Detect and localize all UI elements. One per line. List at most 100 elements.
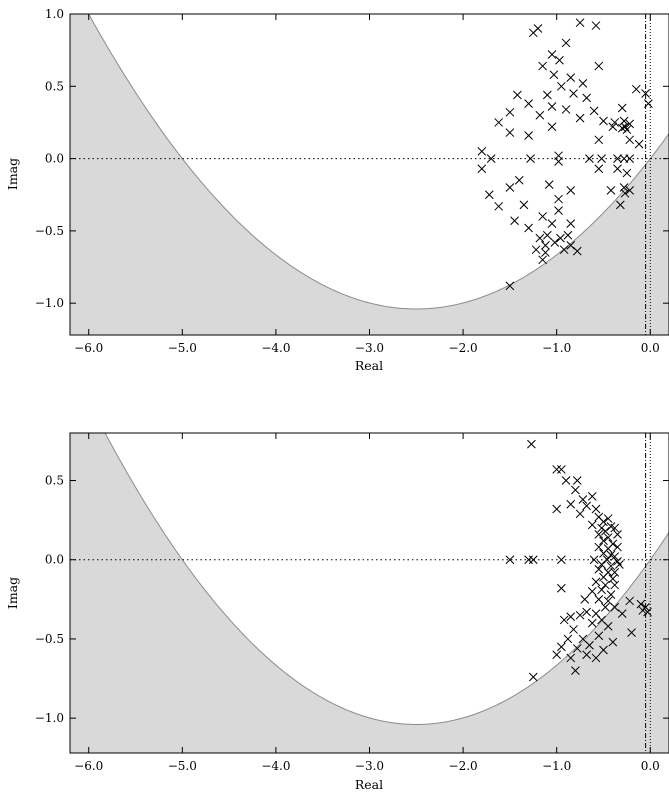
bottom-point-marker bbox=[587, 587, 597, 596]
bottom-point-marker bbox=[587, 618, 597, 628]
top-x-tick-label: −5.0 bbox=[168, 341, 197, 355]
top-point-marker bbox=[505, 281, 515, 291]
bottom-point-marker bbox=[589, 555, 599, 565]
bottom-point-marker bbox=[610, 568, 620, 577]
top-point-marker bbox=[526, 154, 535, 163]
top-point-marker bbox=[559, 245, 569, 255]
bottom-point-marker bbox=[597, 560, 606, 569]
bottom-point-marker bbox=[603, 514, 613, 523]
bottom-point-marker bbox=[599, 572, 608, 582]
bottom-y-tick-label: 0.5 bbox=[45, 474, 64, 488]
top-point-marker bbox=[625, 135, 635, 145]
bottom-point-marker bbox=[636, 599, 646, 609]
bottom-x-tick-label: −4.0 bbox=[261, 759, 290, 773]
bottom-point-marker bbox=[591, 609, 601, 618]
bottom-point-marker bbox=[594, 594, 604, 604]
bottom-point-marker bbox=[608, 574, 618, 584]
bottom-x-tick-label: −3.0 bbox=[355, 759, 384, 773]
bottom-point-marker bbox=[552, 465, 562, 474]
bottom-point-marker bbox=[563, 634, 573, 644]
top-point-marker bbox=[533, 24, 543, 33]
top-point-marker bbox=[591, 21, 601, 30]
bottom-point-marker bbox=[615, 560, 624, 569]
top-point-marker bbox=[542, 90, 552, 100]
top-point-marker bbox=[625, 119, 635, 129]
bottom-point-marker bbox=[557, 583, 566, 593]
top-point-marker bbox=[566, 186, 576, 195]
bottom-point-marker bbox=[603, 621, 613, 631]
bottom-point-marker bbox=[597, 585, 606, 595]
top-point-marker bbox=[620, 188, 630, 198]
bottom-stability-boundary bbox=[104, 433, 669, 725]
top-point-marker bbox=[610, 118, 620, 127]
bottom-point-marker bbox=[557, 555, 566, 565]
bottom-point-marker bbox=[582, 650, 591, 660]
bottom-plot: −6.0 −5.0 −4.0 −3.0 −2.0 −1.0 0.0 −1.0 −0.5 0.0 0… bbox=[5, 432, 669, 792]
bottom-point-marker bbox=[572, 644, 582, 653]
bottom-point-marker bbox=[528, 672, 538, 682]
bottom-point-marker bbox=[610, 552, 620, 561]
bottom-point-marker bbox=[599, 645, 608, 655]
top-point-marker bbox=[594, 61, 604, 71]
bottom-point-marker bbox=[610, 602, 620, 612]
bottom-point-marker bbox=[566, 612, 576, 622]
top-stability-region bbox=[70, 14, 669, 335]
top-point-marker bbox=[549, 70, 559, 80]
bottom-point-marker bbox=[606, 561, 616, 571]
bottom-point-marker bbox=[591, 653, 601, 663]
bottom-y-axis-label: Imag bbox=[5, 577, 20, 609]
top-point-marker bbox=[513, 90, 522, 100]
top-point-marker bbox=[477, 164, 487, 174]
bottom-point-marker bbox=[575, 509, 585, 519]
top-point-marker bbox=[566, 219, 576, 229]
top-x-tick-label: −1.0 bbox=[542, 341, 571, 355]
bottom-point-marker bbox=[557, 642, 566, 652]
bottom-point-marker bbox=[602, 555, 612, 565]
bottom-x-tick-label: −5.0 bbox=[168, 759, 197, 773]
top-point-marker bbox=[547, 122, 557, 132]
top-point-marker bbox=[538, 255, 548, 265]
bottom-point-marker bbox=[603, 533, 613, 542]
top-y-tick-label: 1.0 bbox=[45, 7, 64, 21]
bottom-point-marker bbox=[599, 549, 608, 558]
top-point-marker bbox=[569, 89, 578, 98]
top-point-marker bbox=[541, 240, 550, 250]
top-point-marker bbox=[550, 238, 560, 247]
bottom-point-marker bbox=[638, 606, 648, 615]
bottom-point-marker bbox=[601, 580, 610, 590]
top-point-marker bbox=[554, 206, 563, 216]
top-point-marker bbox=[641, 89, 650, 98]
top-point-marker bbox=[620, 122, 630, 132]
top-point-marker bbox=[622, 168, 632, 178]
top-point-marker bbox=[484, 190, 494, 200]
bottom-point-marker bbox=[559, 615, 569, 625]
bottom-point-marker bbox=[587, 520, 597, 530]
top-point-marker bbox=[582, 93, 591, 103]
bottom-point-marker bbox=[608, 637, 618, 647]
top-x-ticks: −6.0 −5.0 −4.0 −3.0 −2.0 −1.0 0.0 bbox=[74, 14, 660, 355]
bottom-point-marker bbox=[610, 523, 620, 533]
bottom-point-marker bbox=[643, 607, 652, 617]
bottom-point-marker bbox=[587, 492, 597, 501]
top-point-marker bbox=[572, 246, 582, 256]
top-point-marker bbox=[606, 186, 616, 195]
bottom-point-marker bbox=[557, 465, 566, 474]
top-point-marker bbox=[556, 233, 565, 243]
top-x-tick-label: −3.0 bbox=[355, 341, 384, 355]
top-point-marker bbox=[625, 186, 635, 195]
bottom-point-marker bbox=[566, 653, 576, 663]
top-point-marker bbox=[524, 99, 533, 109]
bottom-point-marker bbox=[613, 530, 622, 539]
top-point-marker bbox=[531, 245, 541, 255]
top-point-marker bbox=[477, 147, 487, 156]
top-y-tick-label: 0.0 bbox=[45, 152, 64, 166]
top-point-marker bbox=[554, 157, 563, 166]
top-y-tick-label: 0.5 bbox=[45, 79, 64, 93]
bottom-x-ticks: −6.0 −5.0 −4.0 −3.0 −2.0 −1.0 0.0 bbox=[74, 433, 660, 773]
bottom-y-tick-label: −1.0 bbox=[35, 711, 64, 725]
bottom-y-ticks: −1.0 −0.5 0.0 0.5 bbox=[35, 474, 669, 725]
top-point-marker bbox=[494, 118, 504, 127]
top-point-marker bbox=[615, 200, 625, 210]
bottom-point-marker bbox=[601, 602, 610, 612]
top-point-marker bbox=[505, 107, 515, 117]
